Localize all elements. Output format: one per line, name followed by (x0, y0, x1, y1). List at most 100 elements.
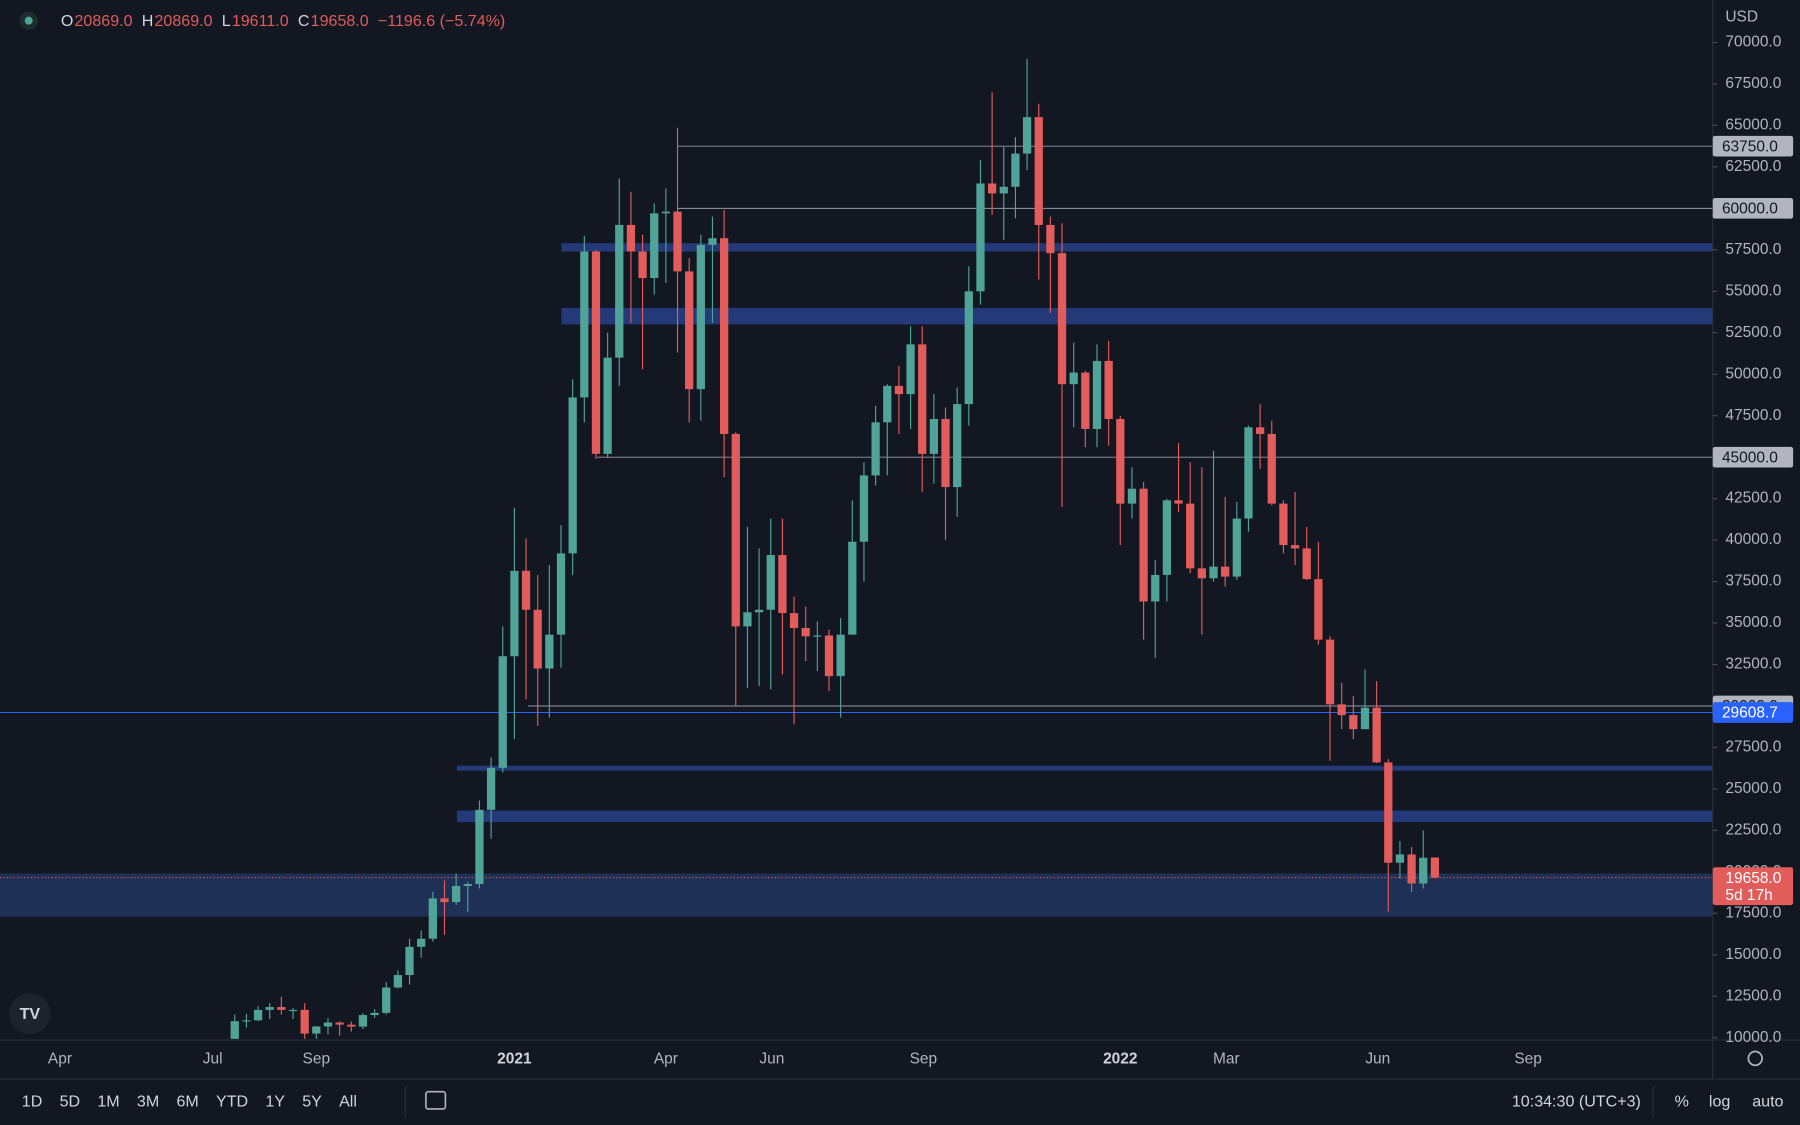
candle-body (1162, 500, 1172, 575)
candle-body (556, 553, 566, 635)
candle-body (661, 211, 671, 214)
level-label: 60000.0 (1722, 201, 1778, 218)
candle-body (230, 1021, 239, 1039)
legend-prefix: L (222, 12, 231, 30)
range-button[interactable]: All (339, 1092, 357, 1110)
range-button[interactable]: 6M (176, 1092, 198, 1110)
candle-body (754, 609, 764, 613)
x-tick-label: Apr (654, 1051, 678, 1068)
y-tick-label: 40000.0 (1725, 531, 1781, 548)
level-label: 63750.0 (1722, 138, 1778, 155)
candle-body (1221, 566, 1230, 577)
candle-body (824, 635, 834, 677)
candle-body (1290, 545, 1300, 549)
range-button[interactable]: 3M (137, 1092, 159, 1110)
x-tick-label: Sep (1514, 1051, 1542, 1068)
y-tick-label: 35000.0 (1725, 614, 1781, 631)
y-tick-label: 52500.0 (1725, 324, 1781, 341)
candle-body (720, 238, 729, 434)
range-button[interactable]: 1Y (265, 1092, 285, 1110)
candle-body (1174, 500, 1183, 504)
candle-body (1349, 715, 1358, 730)
status-dot (24, 16, 33, 25)
candle-body (335, 1022, 344, 1025)
range-button[interactable]: 1D (22, 1092, 43, 1110)
y-tick-label: 62500.0 (1725, 158, 1781, 175)
range-button[interactable]: 5Y (302, 1092, 322, 1110)
candle-body (545, 634, 554, 669)
candle-body (580, 251, 589, 398)
candle-body (708, 238, 717, 245)
y-tick-label: 22500.0 (1725, 821, 1781, 838)
candle-body (1279, 503, 1288, 546)
candle-body (265, 1007, 274, 1010)
candle-body (999, 186, 1008, 194)
candle-body (1372, 707, 1381, 763)
candle-body (615, 224, 624, 358)
price-axis: 10000.012500.015000.017500.020000.022500… (1712, 34, 1794, 1046)
candle-body (498, 656, 507, 768)
candle-body (428, 898, 437, 939)
plot-area (0, 59, 1713, 1039)
candle-body (964, 291, 973, 405)
candle-body (766, 555, 775, 610)
level-label: 45000.0 (1722, 449, 1778, 466)
zone (456, 765, 1713, 771)
currency[interactable]: USD (1725, 8, 1758, 25)
candle-body (300, 1009, 309, 1034)
auto-toggle[interactable]: auto (1752, 1092, 1783, 1110)
candle-body (848, 541, 857, 635)
candle-body (288, 1009, 298, 1012)
candle-body (1384, 762, 1393, 863)
candle-body (1197, 568, 1206, 579)
candle-body (1186, 503, 1195, 569)
blue-level-label-bg (1712, 702, 1794, 723)
level-label-bg (1712, 135, 1794, 157)
x-tick-label: Jun (759, 1051, 784, 1068)
candle-body (475, 809, 484, 884)
candle-body (1069, 372, 1078, 385)
candle-body (1011, 153, 1020, 187)
candle-body (883, 385, 892, 423)
candle-body (789, 613, 799, 629)
candle-body (650, 213, 659, 279)
percent-toggle[interactable]: % (1675, 1092, 1689, 1110)
candle-body (452, 885, 461, 903)
x-tick-label: Apr (48, 1051, 72, 1068)
clock: 10:34:30 (UTC+3) (1512, 1092, 1641, 1110)
candle-body (859, 475, 869, 542)
x-tick-label: 2021 (497, 1051, 532, 1068)
candle-body (486, 767, 496, 810)
candle-body (1419, 857, 1428, 884)
last-price-bg (1712, 867, 1794, 906)
range-button[interactable]: 5D (60, 1092, 81, 1110)
candle-body (976, 183, 985, 292)
range-button[interactable]: 1M (97, 1092, 119, 1110)
date-range-icon[interactable] (425, 1090, 447, 1110)
log-toggle[interactable]: log (1709, 1092, 1730, 1110)
candle-body (1255, 427, 1265, 434)
candle-body (953, 404, 962, 488)
range-button[interactable]: YTD (216, 1092, 248, 1110)
settings-icon[interactable] (1747, 1050, 1763, 1067)
svg-text:TV: TV (20, 1005, 41, 1023)
legend-value: 20869.0 (154, 12, 212, 30)
candle-body (1057, 253, 1067, 385)
candle-body (591, 251, 601, 454)
candle-body (1209, 566, 1218, 579)
candle-body (393, 975, 403, 988)
candle-body (894, 385, 904, 395)
candle-body (1430, 857, 1440, 878)
candle-body (277, 1007, 286, 1010)
candle-body (1116, 419, 1125, 504)
candle-body (918, 344, 927, 454)
candle-body (323, 1022, 333, 1027)
candle-body (1081, 372, 1090, 429)
candle-body (906, 344, 915, 395)
countdown: 5d 17h (1725, 887, 1772, 904)
candle-body (1022, 117, 1032, 154)
candle-body (253, 1009, 263, 1021)
candle-body (521, 570, 531, 610)
candle-body (370, 1012, 379, 1016)
